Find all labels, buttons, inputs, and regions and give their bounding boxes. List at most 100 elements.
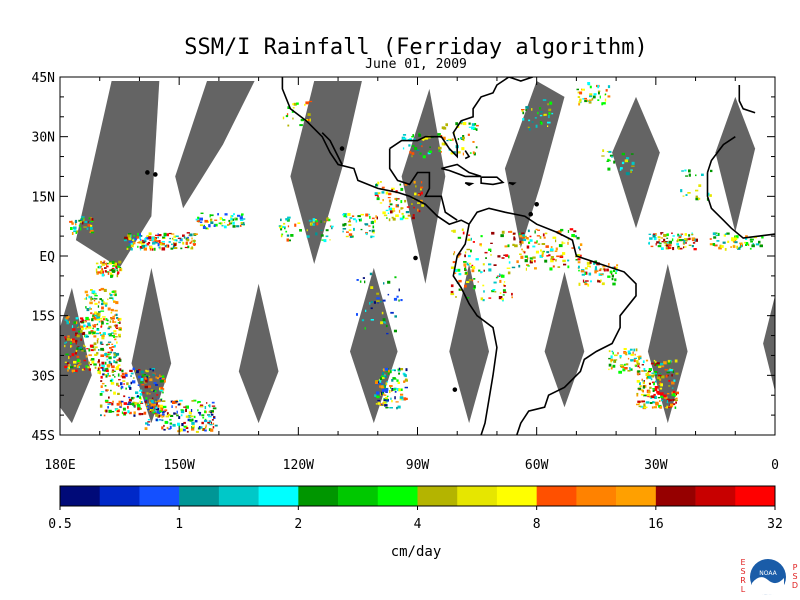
rain-pixel xyxy=(682,195,685,197)
rain-pixel xyxy=(526,245,530,249)
rain-pixel xyxy=(655,380,657,383)
rain-pixel xyxy=(639,385,642,388)
rain-pixel xyxy=(739,242,743,245)
rain-pixel xyxy=(383,282,385,285)
rain-pixel xyxy=(674,359,678,363)
rain-pixel xyxy=(467,133,470,136)
rain-pixel xyxy=(387,372,390,375)
rain-pixel xyxy=(429,146,431,148)
rain-pixel xyxy=(666,371,670,374)
rain-pixel xyxy=(211,405,216,407)
rain-pixel xyxy=(471,266,476,270)
rain-pixel xyxy=(379,377,382,381)
rain-pixel xyxy=(601,102,604,106)
rain-pixel xyxy=(161,247,166,251)
rain-pixel xyxy=(159,374,161,378)
rain-pixel xyxy=(455,122,459,126)
rain-pixel xyxy=(78,224,81,227)
rain-pixel xyxy=(405,378,408,380)
rain-pixel xyxy=(503,285,506,287)
rain-pixel xyxy=(660,237,663,239)
rain-pixel xyxy=(109,379,112,382)
rain-pixel xyxy=(544,113,547,116)
rain-pixel xyxy=(123,395,126,398)
rain-pixel xyxy=(680,189,683,193)
rain-pixel xyxy=(636,362,640,365)
rain-pixel xyxy=(529,260,533,264)
rain-pixel xyxy=(624,363,626,366)
rain-pixel xyxy=(521,109,524,112)
rain-pixel xyxy=(642,381,645,384)
rain-pixel xyxy=(750,240,753,243)
rain-pixel xyxy=(382,199,384,202)
rain-pixel xyxy=(158,240,161,244)
rain-pixel xyxy=(149,247,152,251)
rain-pixel xyxy=(308,100,313,103)
rain-pixel xyxy=(128,233,132,235)
rain-pixel xyxy=(287,225,290,228)
rain-pixel xyxy=(100,367,104,369)
rain-pixel xyxy=(135,391,139,395)
rain-pixel xyxy=(718,246,722,250)
rain-pixel xyxy=(521,232,525,235)
rain-pixel xyxy=(457,268,461,272)
rain-pixel xyxy=(675,397,678,400)
rain-pixel xyxy=(670,399,675,401)
rain-pixel xyxy=(419,143,422,145)
rain-pixel xyxy=(103,333,105,335)
rain-pixel xyxy=(387,197,391,199)
rain-pixel xyxy=(660,233,662,235)
rain-pixel xyxy=(129,369,133,372)
rain-pixel xyxy=(81,331,86,336)
map-tick-marks xyxy=(59,76,776,436)
rain-pixel xyxy=(393,387,397,390)
rain-pixel xyxy=(230,217,233,221)
coastline xyxy=(389,77,510,159)
rain-pixel xyxy=(86,325,89,328)
rain-pixel xyxy=(76,321,78,325)
rain-pixel xyxy=(174,247,178,249)
rain-pixel xyxy=(671,387,674,389)
rain-pixel xyxy=(548,112,551,115)
rain-pixel xyxy=(469,152,472,154)
rain-pixel xyxy=(84,327,88,330)
rain-pixel xyxy=(132,367,135,371)
colorbar-swatch xyxy=(139,486,180,506)
rain-pixel xyxy=(187,418,191,422)
rain-pixel xyxy=(695,174,697,177)
rain-pixel xyxy=(483,269,485,272)
rain-pixel xyxy=(84,345,87,347)
rain-pixel xyxy=(381,186,385,189)
rain-pixel xyxy=(651,395,654,399)
rain-pixel xyxy=(286,113,289,116)
rain-pixel xyxy=(100,310,105,312)
rain-pixel xyxy=(587,283,590,287)
rain-pixel xyxy=(668,405,672,408)
rain-pixel xyxy=(139,236,141,240)
rain-pixel xyxy=(701,173,704,176)
rain-pixel xyxy=(475,128,478,131)
rain-pixel xyxy=(555,259,557,262)
rain-pixel xyxy=(117,392,120,395)
rain-pixel xyxy=(661,241,665,243)
rain-pixel xyxy=(375,403,378,405)
rain-pixel xyxy=(630,353,634,356)
rain-pixel xyxy=(122,407,126,411)
rain-pixel xyxy=(651,381,655,384)
rain-pixel xyxy=(411,155,413,158)
rain-pixel xyxy=(513,237,516,241)
rain-pixel xyxy=(539,236,542,239)
rain-pixel xyxy=(518,264,521,268)
rain-pixel xyxy=(102,316,106,318)
rain-pixel xyxy=(724,248,727,251)
rain-pixel xyxy=(372,225,375,229)
rain-pixel xyxy=(141,242,145,245)
rain-pixel xyxy=(71,338,75,341)
rain-pixel xyxy=(211,419,214,421)
rain-pixel xyxy=(112,269,116,273)
rain-pixel xyxy=(394,396,396,400)
rain-pixel xyxy=(381,321,386,323)
rain-pixel xyxy=(661,365,665,368)
rain-pixel xyxy=(113,344,116,348)
rain-pixel xyxy=(438,150,441,152)
